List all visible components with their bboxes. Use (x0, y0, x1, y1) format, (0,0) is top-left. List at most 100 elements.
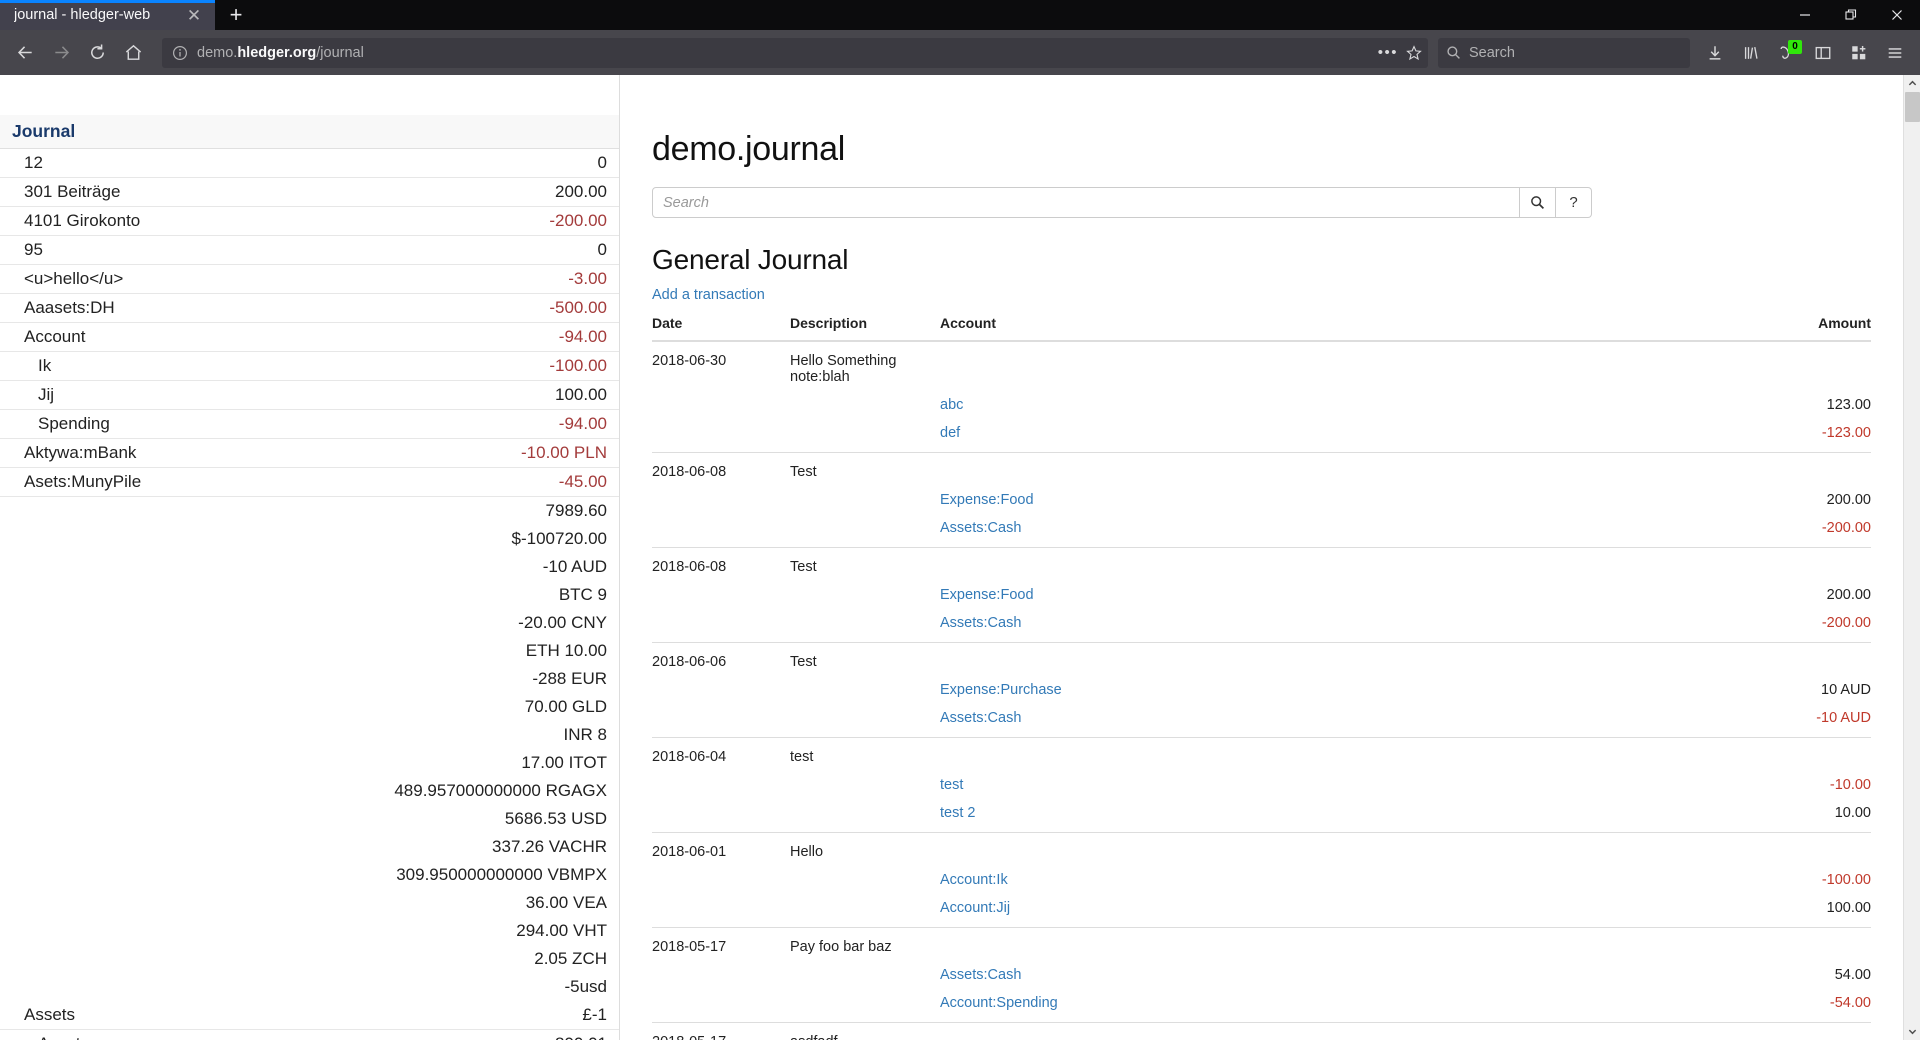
reload-icon[interactable] (80, 36, 114, 70)
posting-account-link[interactable]: Expense:Food (940, 587, 1034, 603)
back-arrow-icon[interactable] (8, 36, 42, 70)
account-row[interactable]: 301 Beiträge 200.00 (0, 177, 619, 207)
downloads-icon[interactable] (1698, 36, 1732, 70)
posting-account-link[interactable]: def (940, 425, 961, 441)
forward-arrow-icon[interactable] (44, 36, 78, 70)
posting-amount: -10 AUD (1691, 704, 1871, 738)
account-row[interactable]: Jij 100.00 (0, 380, 619, 410)
posting-description-blank (790, 866, 940, 894)
account-row[interactable]: 12 0 (0, 148, 619, 178)
column-header-date: Date (652, 315, 790, 342)
sidebar-toggle-icon[interactable] (1806, 36, 1840, 70)
posting-account-link[interactable]: Assets:Cash (940, 710, 1022, 726)
posting-account-link[interactable]: test 2 (940, 805, 976, 821)
account-row[interactable]: Ik -100.00 (0, 351, 619, 381)
posting-account-link[interactable]: Assets:Cash (940, 520, 1022, 536)
account-row[interactable]: Aktywa:mBank -10.00 PLN (0, 438, 619, 468)
accounts-sidebar[interactable]: Journal 12 0 301 Beiträge 200.00 4101 Giroko… (0, 75, 620, 1040)
url-bar[interactable]: demo.hledger.org/journal ••• (162, 37, 1428, 68)
account-name[interactable]: 95 (0, 235, 244, 265)
account-name[interactable]: <u>hello</u> (0, 264, 244, 294)
posting-account-link[interactable]: Expense:Purchase (940, 682, 1062, 698)
account-row[interactable]: 95 0 (0, 235, 619, 265)
browser-search-bar[interactable]: Search (1438, 37, 1690, 68)
accounts-table: Journal 12 0 301 Beiträge 200.00 4101 Giroko… (0, 115, 619, 1040)
info-circle-icon[interactable] (172, 45, 188, 61)
page-actions-more-icon[interactable]: ••• (1377, 44, 1398, 61)
transaction-header-row: 2018-05-17 Pay foo bar baz (652, 928, 1871, 962)
posting-description-blank (790, 676, 940, 704)
scrollbar-track[interactable] (1904, 92, 1920, 1023)
hamburger-menu-icon[interactable] (1878, 36, 1912, 70)
pocket-badge: 0 (1788, 39, 1802, 54)
account-name[interactable]: Assets (0, 1001, 244, 1030)
account-name[interactable]: Jij (0, 380, 244, 410)
search-help-button[interactable]: ? (1556, 187, 1592, 218)
window-controls (1782, 0, 1920, 30)
search-submit-button[interactable] (1520, 187, 1556, 218)
account-row[interactable]: Assets £-1 (0, 1001, 619, 1030)
account-row[interactable]: <u>hello</u> -3.00 (0, 264, 619, 294)
account-amount: -45.00 (243, 467, 619, 497)
page-scrollbar[interactable] (1903, 75, 1920, 1040)
posting-account-link[interactable]: test (940, 777, 964, 793)
account-row[interactable]: Account -94.00 (0, 322, 619, 352)
account-row[interactable]: Asset890.01 (0, 1029, 619, 1040)
tab-strip: journal - hledger-web ✕ + (0, 0, 1920, 30)
posting-date-blank (652, 581, 790, 609)
page-actions-icon[interactable] (1842, 36, 1876, 70)
chevron-down-icon[interactable] (1903, 1023, 1920, 1040)
transaction-amount-blank (1691, 738, 1871, 772)
add-transaction-link[interactable]: Add a transaction (652, 287, 765, 303)
pocket-icon[interactable]: 0 (1770, 36, 1804, 70)
close-icon[interactable]: ✕ (186, 5, 202, 25)
transaction-account-blank (940, 1023, 1691, 1040)
account-name[interactable]: Asets:MunyPile (0, 467, 244, 497)
posting-row: abc 123.00 (652, 391, 1871, 419)
close-icon[interactable] (1874, 0, 1920, 30)
account-amount: 36.00 VEA (525, 893, 607, 912)
account-amount-row: -5usd (0, 973, 619, 1001)
posting-account-link[interactable]: Account:Spending (940, 995, 1058, 1011)
accounts-header-label[interactable]: Journal (0, 115, 619, 149)
account-name[interactable]: Aaasets:DH (0, 293, 244, 323)
account-name[interactable]: 301 Beiträge (0, 177, 244, 207)
posting-account-link[interactable]: Account:Ik (940, 872, 1008, 888)
account-row[interactable]: Aaasets:DH -500.00 (0, 293, 619, 323)
account-name[interactable]: Spending (0, 409, 244, 439)
account-row[interactable]: 4101 Girokonto -200.00 (0, 206, 619, 236)
posting-account-link[interactable]: Assets:Cash (940, 615, 1022, 631)
account-name[interactable]: Ik (0, 351, 244, 381)
new-tab-button[interactable]: + (229, 2, 243, 27)
star-icon[interactable] (1406, 44, 1422, 61)
account-name[interactable]: Asset (0, 1029, 244, 1040)
restore-icon[interactable] (1828, 0, 1874, 30)
account-amount-row: 294.00 VHT (0, 917, 619, 945)
home-icon[interactable] (116, 36, 150, 70)
account-row[interactable]: Asets:MunyPile -45.00 (0, 467, 619, 497)
chevron-up-icon[interactable] (1903, 75, 1920, 92)
account-name[interactable]: Aktywa:mBank (0, 438, 244, 468)
posting-description-blank (790, 771, 940, 799)
account-name[interactable]: 12 (0, 148, 244, 178)
posting-row: Account:Ik -100.00 (652, 866, 1871, 894)
account-name[interactable]: Account (0, 322, 244, 352)
posting-account-link[interactable]: Expense:Food (940, 492, 1034, 508)
journal-table-body: 2018-06-30 Hello Something note:blah abc 12… (652, 341, 1871, 1040)
scrollbar-thumb[interactable] (1904, 92, 1920, 122)
account-row[interactable]: Spending -94.00 (0, 409, 619, 439)
tab-journal[interactable]: journal - hledger-web ✕ (0, 0, 215, 30)
posting-account-link[interactable]: Assets:Cash (940, 967, 1022, 983)
posting-row: def -123.00 (652, 419, 1871, 453)
transaction-amount-blank (1691, 453, 1871, 487)
posting-account-link[interactable]: Account:Jij (940, 900, 1011, 916)
account-amount-row: -288 EUR (0, 665, 619, 693)
tab-strip-spacer (257, 0, 1782, 30)
search-input[interactable] (652, 187, 1520, 218)
account-name[interactable]: 4101 Girokonto (0, 206, 244, 236)
posting-account-link[interactable]: abc (940, 397, 964, 413)
library-icon[interactable] (1734, 36, 1768, 70)
account-amount-row: 36.00 VEA (0, 889, 619, 917)
minimize-icon[interactable] (1782, 0, 1828, 30)
